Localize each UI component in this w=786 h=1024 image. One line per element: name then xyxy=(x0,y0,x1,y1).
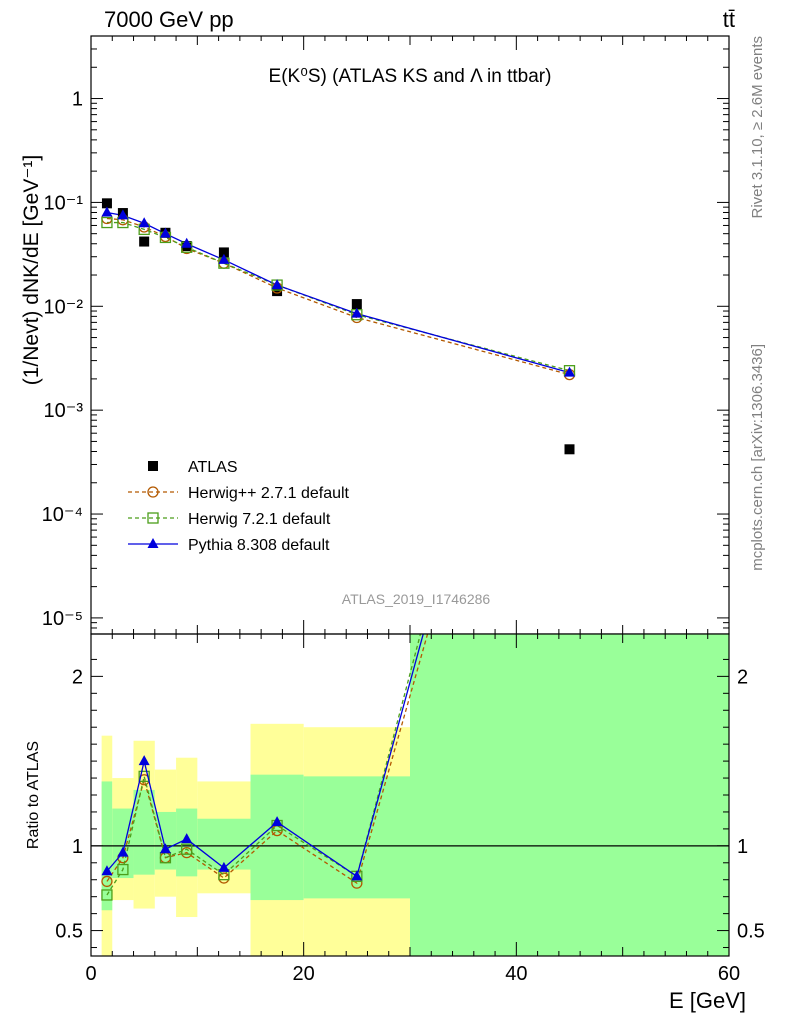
main-marker-3-7 xyxy=(351,307,363,318)
legend-marker-3 xyxy=(147,538,159,548)
ratio-line-0 xyxy=(106,634,429,885)
ratio-ytick-label-right-0: 0.5 xyxy=(737,921,765,943)
x-axis-label: E [GeV] xyxy=(669,988,746,1013)
main-marker-2-0 xyxy=(101,216,113,229)
main-marker-0-0 xyxy=(101,198,112,209)
uncertainty-bands xyxy=(101,634,729,956)
ratio-ytick-label-0: 0.5 xyxy=(55,921,83,943)
band-inner-2 xyxy=(133,789,155,875)
ratio-y-axis-label: Ratio to ATLAS xyxy=(25,741,42,849)
ratio-marker-1-2 xyxy=(138,770,150,783)
main-marker-0-7 xyxy=(351,299,362,310)
x-tick-label-3: 60 xyxy=(718,963,740,985)
main-marker-3-2 xyxy=(138,217,150,228)
ratio-marker-2-0 xyxy=(101,865,113,876)
legend-label-0: ATLAS xyxy=(188,459,238,476)
main-marker-3-5 xyxy=(218,253,230,264)
main-ytick-label-0: 1 xyxy=(72,89,83,111)
ratio-marker-1-1 xyxy=(117,863,129,876)
band-inner-1 xyxy=(112,808,134,879)
band-inner-5 xyxy=(197,818,251,870)
x-tick-label-1: 20 xyxy=(293,963,315,985)
main-ytick-label-1: 10⁻¹ xyxy=(44,192,84,214)
ratio-marker-0-0 xyxy=(101,875,113,888)
legend-label-1: Herwig++ 2.7.1 default xyxy=(188,485,350,502)
legend-marker-1 xyxy=(147,486,159,498)
main-marker-0-5 xyxy=(218,247,229,258)
ratio-marker-1-4 xyxy=(181,843,193,855)
legend: ATLAS Herwig++ 2.7.1 default Herwig 7.2.1 … xyxy=(128,459,350,554)
mcplots-label: mcplots.cern.ch [arXiv:1306.3436] xyxy=(749,344,766,571)
main-marker-3-1 xyxy=(117,209,129,220)
analysis-id-label: ATLAS_2019_I1746286 xyxy=(342,591,491,607)
main-line-2 xyxy=(106,221,570,372)
main-frame xyxy=(90,35,730,635)
main-marker-3-4 xyxy=(181,237,193,248)
legend-marker-0 xyxy=(148,461,158,471)
ratio-marker-2-4 xyxy=(181,833,193,844)
ratio-curves xyxy=(101,634,429,901)
main-ytick-label-3: 10⁻³ xyxy=(44,400,84,422)
main-ytick-label-4: 10⁻⁴ xyxy=(42,504,83,526)
ratio-marker-2-6 xyxy=(271,816,283,827)
main-ytick-label-5: 10⁻⁵ xyxy=(42,608,83,630)
main-marker-3-3 xyxy=(159,227,171,238)
ratio-marker-2-7 xyxy=(351,870,363,881)
ratio-ytick-label-right-2: 2 xyxy=(737,666,748,688)
band-inner-8 xyxy=(410,634,729,956)
legend-label-3: Pythia 8.308 default xyxy=(188,537,330,554)
ratio-ytick-label-right-1: 1 xyxy=(737,836,748,858)
main-marker-3-6 xyxy=(271,279,283,290)
main-ytick-label-2: 10⁻² xyxy=(44,296,84,318)
main-panel: 1 10⁻¹ 10⁻² 10⁻³ 10⁻⁴ 10⁻⁵ xyxy=(42,35,730,635)
ratio-ytick-label-2: 2 xyxy=(72,666,83,688)
main-marker-0-6 xyxy=(272,286,283,297)
main-marker-0-2 xyxy=(139,236,150,247)
main-y-axis-label: (1/Nevt) dNK/dE [GeV⁻¹] xyxy=(20,155,43,386)
main-marker-3-0 xyxy=(101,206,113,217)
ratio-line-1 xyxy=(106,634,422,896)
plot-title: E(K⁰S) (ATLAS KS and Λ in ttbar) xyxy=(269,66,552,87)
rivet-version-label: Rivet 3.1.10, ≥ 2.6M events xyxy=(749,36,766,219)
process-label: tt̄ xyxy=(723,7,735,32)
ratio-marker-2-3 xyxy=(159,843,171,854)
x-tick-label-2: 40 xyxy=(505,963,527,985)
ratio-marker-1-0 xyxy=(101,889,113,901)
main-marker-0-8 xyxy=(564,444,575,455)
ratio-ytick-label-1: 1 xyxy=(72,836,83,858)
ratio-marker-2-5 xyxy=(218,861,230,872)
legend-label-2: Herwig 7.2.1 default xyxy=(188,511,331,528)
main-marker-3-8 xyxy=(564,366,575,377)
energy-label: 7000 GeV pp xyxy=(104,7,234,32)
legend-marker-2 xyxy=(147,512,159,524)
ratio-marker-2-2 xyxy=(138,755,150,766)
ratio-marker-2-1 xyxy=(117,846,129,857)
x-tick-label-0: 0 xyxy=(85,963,96,985)
main-line-3 xyxy=(106,211,570,374)
ratio-panel: 0 20 40 60 0.5 0.5 1 1 2 2 xyxy=(55,633,765,985)
